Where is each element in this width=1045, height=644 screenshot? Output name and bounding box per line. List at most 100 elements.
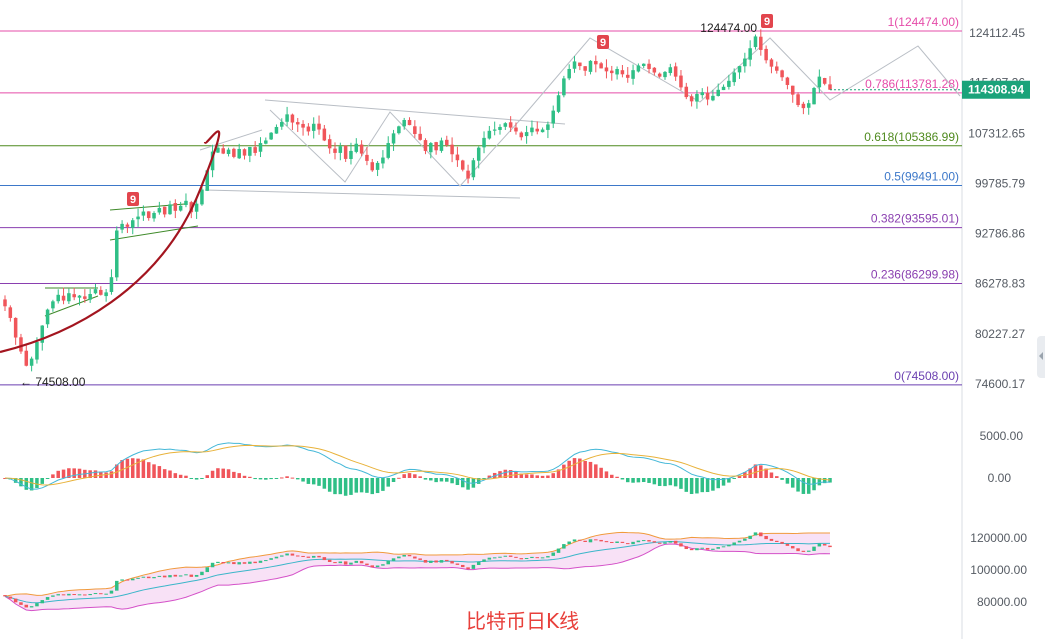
candle-body xyxy=(349,150,353,159)
candle-body xyxy=(77,295,82,298)
candle-body xyxy=(764,48,768,61)
macd-dea-line xyxy=(4,444,831,486)
macd-histogram-bar xyxy=(40,478,45,484)
candle-body xyxy=(423,140,428,151)
candle-body xyxy=(125,224,130,227)
candle-body xyxy=(258,143,263,152)
candle-body xyxy=(737,66,742,73)
candle-body xyxy=(253,147,257,153)
boll-candle-body xyxy=(264,560,268,562)
macd-histogram-bar xyxy=(482,478,486,480)
candle-body xyxy=(375,162,380,170)
macd-histogram-bar xyxy=(109,471,114,478)
candle-body xyxy=(311,123,316,131)
candle-body xyxy=(460,160,465,170)
macd-histogram-bar xyxy=(77,468,82,478)
boll-candle-body xyxy=(492,557,497,559)
boll-candle-body xyxy=(785,543,790,546)
boll-candle-body xyxy=(604,541,609,543)
boll-candle-body xyxy=(19,602,23,605)
macd-histogram-bar xyxy=(524,474,529,478)
macd-histogram-bar xyxy=(35,478,39,489)
boll-tick-label: 80000.00 xyxy=(977,595,1027,609)
boll-candle-body xyxy=(381,564,385,566)
macd-histogram-bar xyxy=(476,478,481,484)
candle-body xyxy=(588,60,593,72)
macd-histogram-bar xyxy=(359,478,364,493)
macd-histogram-bar xyxy=(588,461,593,478)
macd-histogram-bar xyxy=(386,478,390,487)
macd-group xyxy=(3,442,832,496)
macd-histogram-bar xyxy=(460,478,465,488)
boll-candle-body xyxy=(109,590,114,594)
candle-body xyxy=(775,66,779,71)
candle-body xyxy=(790,85,795,95)
macd-histogram-bar xyxy=(610,474,614,478)
boll-candle-body xyxy=(327,559,332,562)
boll-candle-body xyxy=(216,561,220,564)
boll-candle-body xyxy=(812,546,816,551)
candle-body xyxy=(610,70,614,74)
boll-upper-line xyxy=(4,531,831,597)
boll-tick-label: 120000.00 xyxy=(970,531,1027,545)
macd-histogram-bar xyxy=(327,478,332,492)
candle-body xyxy=(562,78,566,96)
boll-candle-body xyxy=(253,561,257,564)
boll-candle-body xyxy=(663,542,667,544)
macd-histogram-bar xyxy=(61,469,66,478)
candle-body xyxy=(274,126,279,134)
boll-candle-body xyxy=(322,557,327,561)
candle-body xyxy=(221,148,225,154)
candle-body xyxy=(56,294,60,302)
candle-body xyxy=(455,154,460,161)
macd-histogram-bar xyxy=(338,478,343,495)
pattern-line xyxy=(109,203,186,211)
candle-body xyxy=(604,67,609,72)
boll-candle-body xyxy=(210,562,215,568)
boll-candle-body xyxy=(35,603,39,607)
candle-body xyxy=(8,307,13,318)
macd-histogram-bar xyxy=(806,478,811,494)
candle-body xyxy=(684,86,689,98)
macd-histogram-bar xyxy=(349,478,353,495)
macd-histogram-bar xyxy=(45,478,50,479)
macd-histogram-bar xyxy=(216,468,220,478)
boll-candle-body xyxy=(546,556,550,558)
boll-candle-body xyxy=(700,547,705,549)
boll-candle-body xyxy=(668,541,673,543)
macd-histogram-bar xyxy=(295,478,300,480)
pattern-line xyxy=(264,99,566,125)
boll-candle-body xyxy=(615,541,619,544)
candle-body xyxy=(599,63,603,69)
candle-body xyxy=(806,103,811,108)
macd-histogram-bar xyxy=(695,478,699,494)
candle-body xyxy=(753,36,758,48)
boll-candle-body xyxy=(77,594,82,596)
candle-body xyxy=(115,230,119,278)
boll-candle-body xyxy=(290,553,295,556)
right-scroll-handle[interactable] xyxy=(1037,336,1045,378)
fib-level-label: 0.236(86299.98) xyxy=(871,268,959,282)
macd-histogram-bar xyxy=(822,478,827,484)
candle-body xyxy=(700,92,705,96)
boll-candle-body xyxy=(519,558,524,560)
candle-body xyxy=(301,123,305,128)
boll-candle-body xyxy=(130,578,135,581)
boll-candle-body xyxy=(120,579,124,581)
candle-body xyxy=(67,293,71,302)
macd-histogram-bar xyxy=(72,468,76,478)
boll-candle-body xyxy=(274,556,279,559)
macd-histogram-bar xyxy=(572,458,577,478)
td-marker-label: 9 xyxy=(600,37,606,49)
macd-histogram-bar xyxy=(264,478,268,480)
boll-candle-body xyxy=(759,532,763,537)
boll-candle-body xyxy=(226,562,231,564)
boll-candle-body xyxy=(418,558,422,560)
macd-histogram-bar xyxy=(466,478,470,490)
macd-histogram-bar xyxy=(764,468,768,478)
macd-histogram-bar xyxy=(631,478,635,483)
boll-candle-body xyxy=(205,567,210,573)
boll-candle-body xyxy=(578,539,582,541)
macd-histogram-bar xyxy=(210,470,215,478)
y-tick-label: 92786.86 xyxy=(975,227,1025,241)
